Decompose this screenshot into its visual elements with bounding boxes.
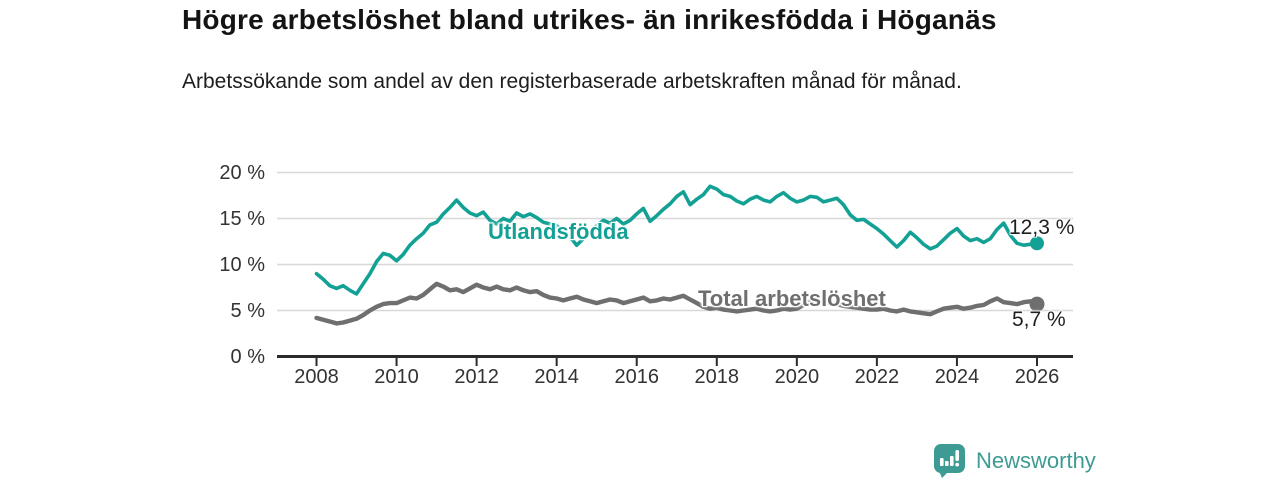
end-value-label-utlandsfodda: 12,3 % bbox=[1009, 216, 1075, 239]
series-line-utlandsfodda bbox=[314, 184, 1039, 296]
series-line-total bbox=[314, 281, 1040, 326]
x-axis-label: 2026 bbox=[1014, 366, 1060, 388]
x-axis-label: 2012 bbox=[454, 366, 499, 388]
brand-name: Newsworthy bbox=[976, 448, 1096, 473]
y-axis-label: 5 % bbox=[230, 299, 265, 322]
x-axis-label: 2014 bbox=[534, 366, 579, 388]
x-axis-label: 2016 bbox=[614, 366, 659, 388]
chart-subtitle: Arbetssökande som andel av den registerb… bbox=[182, 70, 962, 93]
x-axis-label: 2020 bbox=[774, 366, 820, 388]
brand-logo-link[interactable]: Newsworthy bbox=[933, 443, 1096, 479]
y-axis-label: 15 % bbox=[219, 207, 265, 230]
y-axis-label: 0 % bbox=[230, 345, 265, 368]
newsworthy-icon bbox=[934, 444, 965, 478]
series-end-dot-utlandsfodda bbox=[1030, 236, 1044, 251]
x-axis-label: 2018 bbox=[694, 366, 740, 388]
x-axis-label: 2010 bbox=[374, 366, 419, 388]
x-axis-label: 2024 bbox=[934, 366, 980, 388]
chart-title: Högre arbetslöshet bland utrikes- än inr… bbox=[182, 4, 997, 35]
series-label-utlandsfodda: Utlandsfödda bbox=[488, 219, 629, 244]
y-axis-label: 20 % bbox=[219, 161, 265, 184]
series-label-total-arbetsloshet: Total arbetslöshet bbox=[698, 286, 886, 311]
x-axis-label: 2022 bbox=[854, 366, 900, 388]
end-value-label-total: 5,7 % bbox=[1012, 308, 1066, 331]
y-axis-label: 10 % bbox=[219, 253, 265, 276]
series-end-dot-total bbox=[1029, 296, 1045, 312]
x-axis-label: 2008 bbox=[294, 366, 339, 388]
